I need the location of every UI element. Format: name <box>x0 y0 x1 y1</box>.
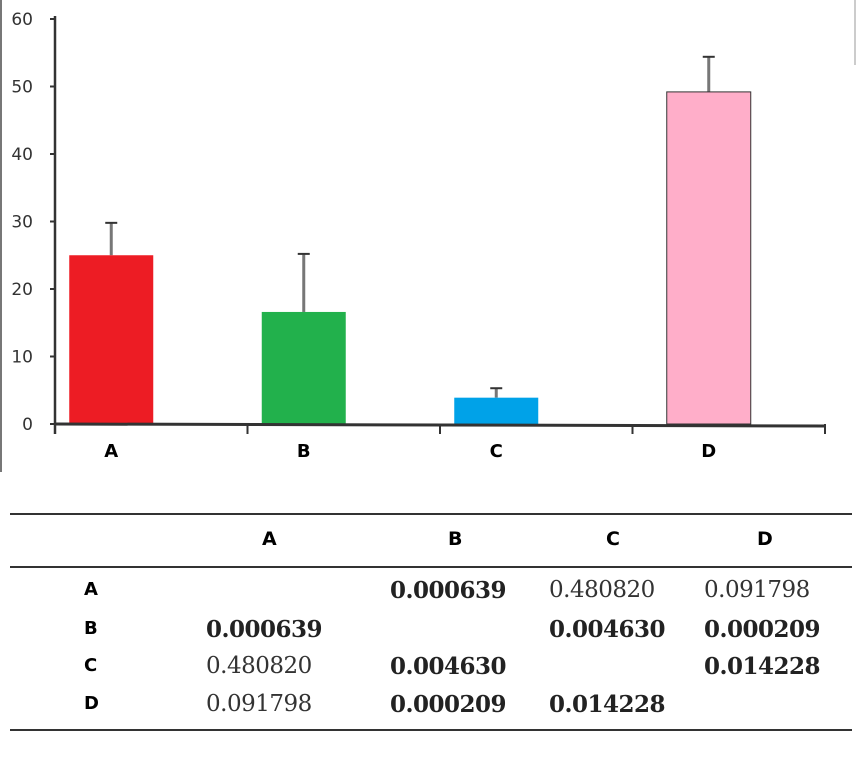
p-value-cell: 0.004630 <box>549 616 666 643</box>
x-tick-label: C <box>490 441 503 462</box>
row-header: A <box>84 579 98 600</box>
bar-C <box>454 397 539 424</box>
y-tick-label: 20 <box>11 280 33 300</box>
p-value-cell: 0.000209 <box>704 616 821 643</box>
table-header-rule <box>10 566 852 568</box>
row-header: C <box>84 655 98 676</box>
y-tick-label: 40 <box>11 145 33 165</box>
bar-chart: 0 10 20 30 40 50 60 A B C D <box>11 10 826 462</box>
column-header: B <box>448 528 463 550</box>
p-value-cell: 0.014228 <box>549 691 666 718</box>
x-tick-label: A <box>104 441 118 462</box>
p-value-cell: 0.091798 <box>206 691 312 717</box>
column-header: A <box>262 528 277 550</box>
p-value-cell: 0.480820 <box>549 577 655 603</box>
bar-A <box>69 255 154 424</box>
column-header: C <box>606 528 620 550</box>
y-tick-label: 0 <box>22 415 33 435</box>
bar-B <box>261 311 346 424</box>
y-tick-label: 50 <box>11 78 33 98</box>
p-value-cell: 0.480820 <box>206 653 312 679</box>
row-header: B <box>84 618 98 639</box>
y-tick-label: 30 <box>11 213 33 233</box>
image-border <box>0 0 2 472</box>
p-value-cell: 0.014228 <box>704 653 821 680</box>
p-value-cell: 0.004630 <box>390 653 507 680</box>
row-header: D <box>84 693 99 714</box>
column-header: D <box>757 528 773 550</box>
table-bottom-rule <box>10 729 852 731</box>
y-tick-label: 10 <box>11 348 33 368</box>
image-border <box>854 0 856 65</box>
p-value-cell: 0.000639 <box>206 616 323 643</box>
x-tick-label: B <box>297 441 311 462</box>
p-value-cell: 0.000639 <box>390 577 507 604</box>
p-value-cell: 0.000209 <box>390 691 507 718</box>
y-tick-label: 60 <box>11 10 33 30</box>
table-top-rule <box>10 513 852 515</box>
x-tick-label: D <box>701 441 716 462</box>
p-value-cell: 0.091798 <box>704 577 810 603</box>
bar-D <box>666 91 752 425</box>
